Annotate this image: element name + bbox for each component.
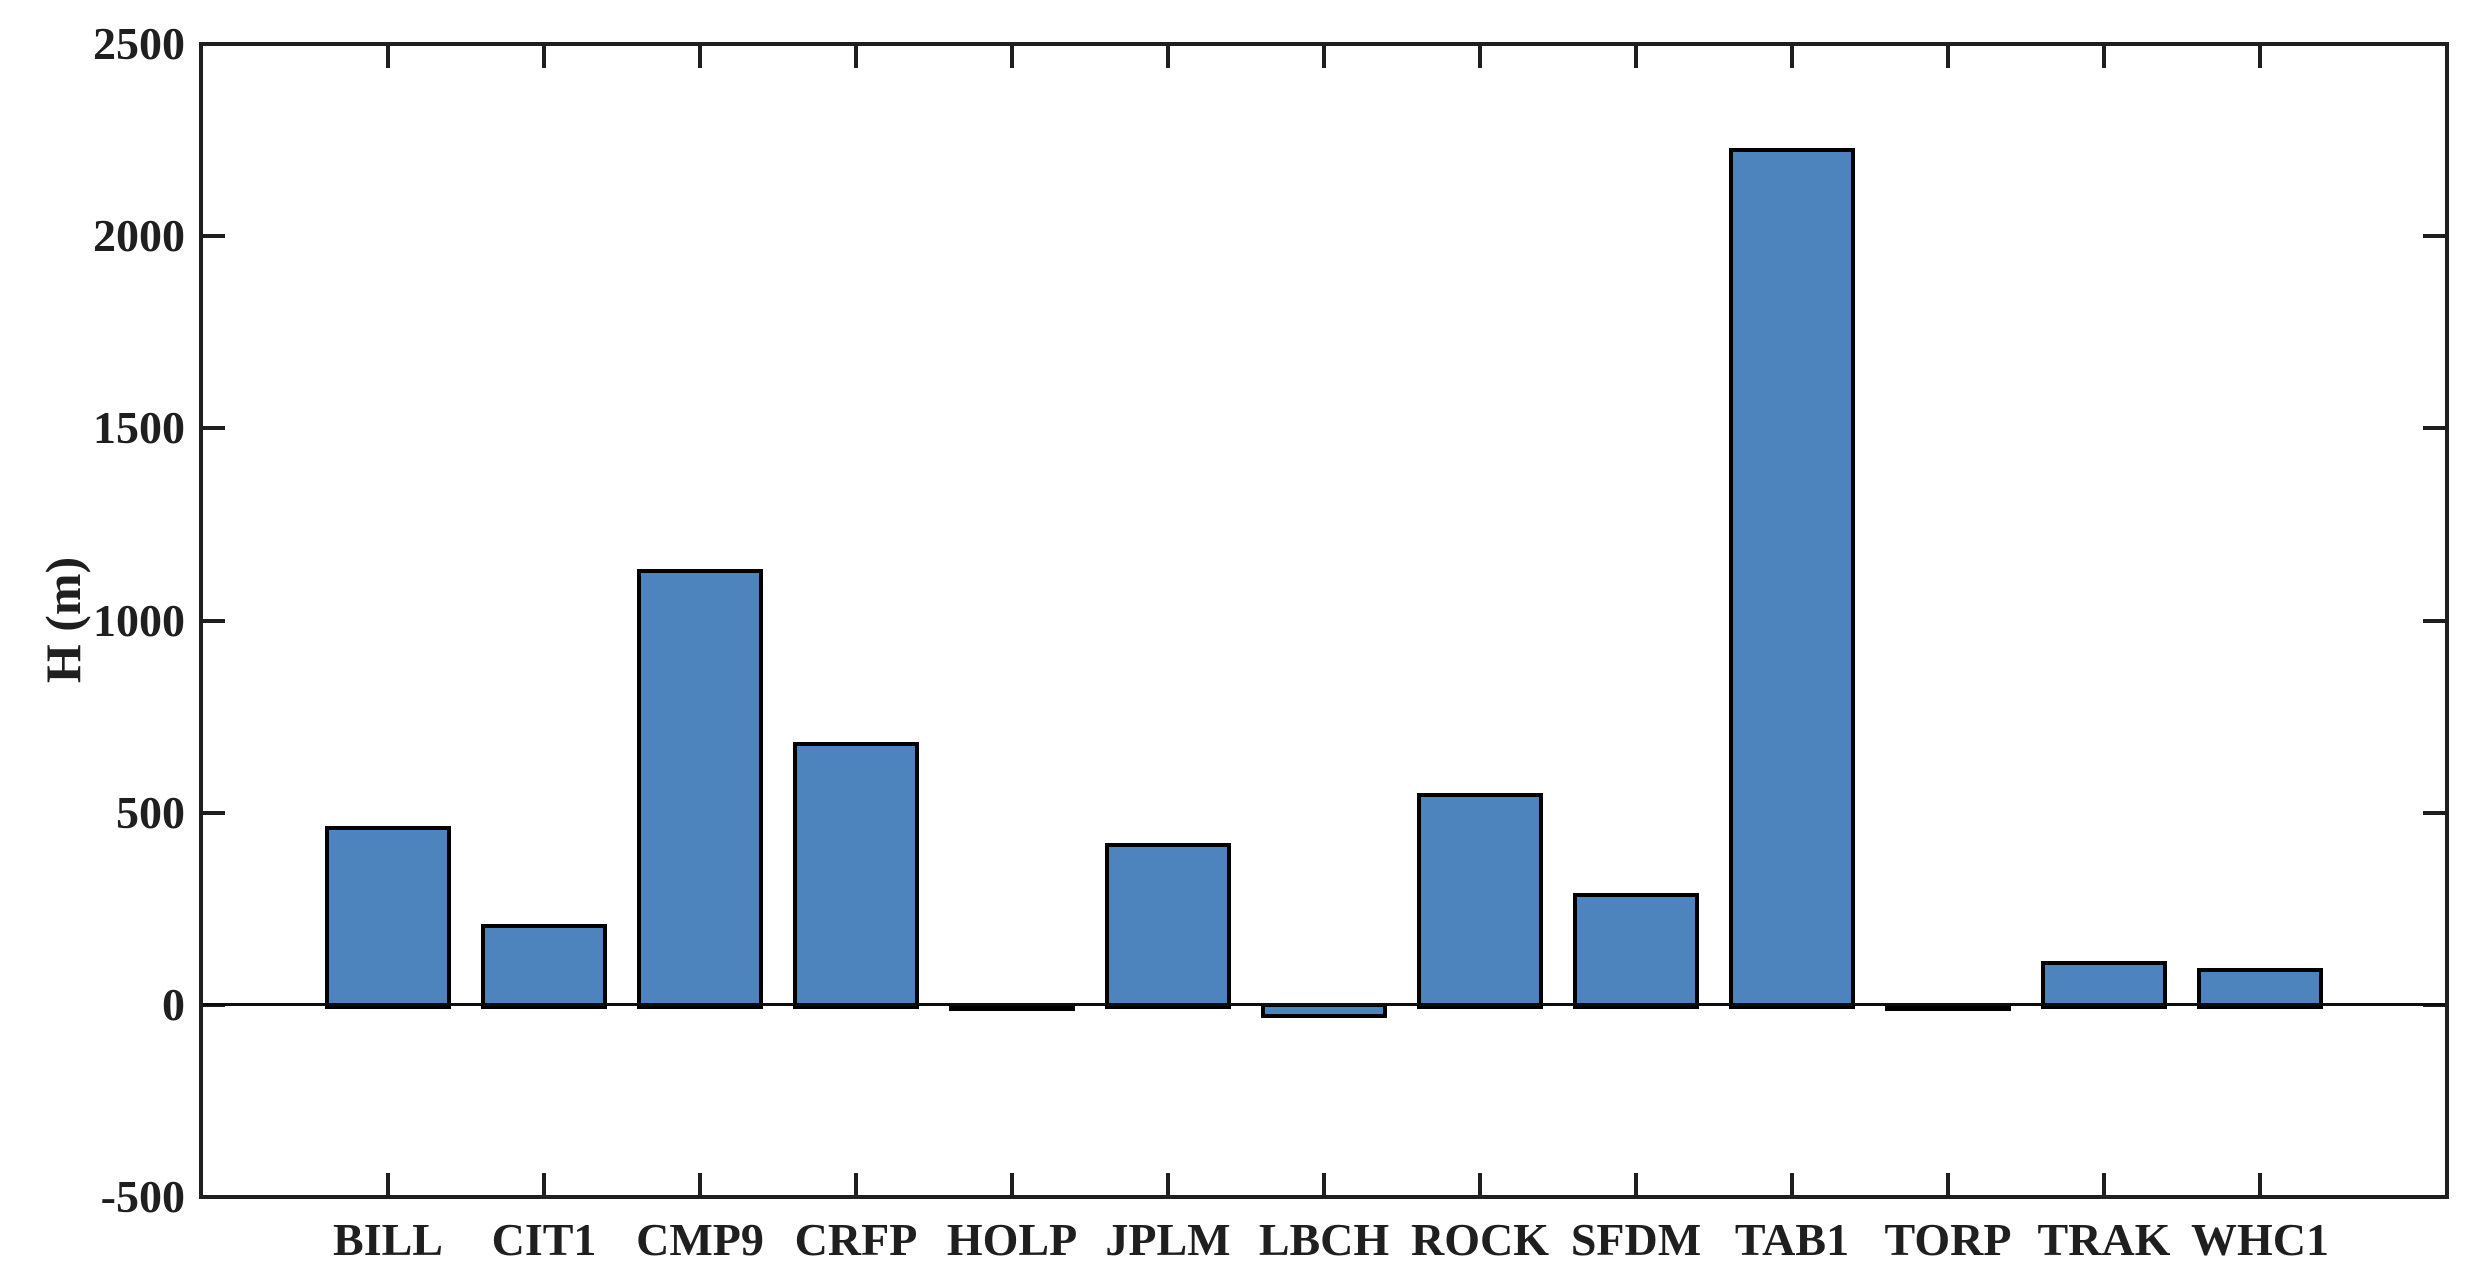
bar: [1417, 793, 1543, 1009]
y-axis-tick-right: [2423, 618, 2445, 623]
y-tick-label: 500: [116, 786, 185, 838]
y-axis-tick-left: [203, 1195, 225, 1199]
x-axis-tick-bottom: [698, 1173, 702, 1195]
x-tick-label: TAB1: [1734, 1214, 1850, 1265]
y-axis-tick-right: [2423, 810, 2445, 815]
x-axis-tick-bottom: [1946, 1173, 1950, 1195]
x-axis-tick-top: [1322, 46, 1326, 68]
y-axis-tick-right: [2423, 1195, 2445, 1199]
y-axis-tick-left: [203, 810, 225, 815]
x-tick-label: TORP: [1884, 1214, 2012, 1265]
x-axis-tick-bottom: [386, 1173, 390, 1195]
x-axis-tick-top: [386, 46, 390, 68]
x-tick-label: SFDM: [1570, 1214, 1702, 1265]
y-tick-label: 1500: [93, 402, 185, 454]
y-axis-tick-left: [203, 618, 225, 623]
x-axis-tick-bottom: [1790, 1173, 1794, 1195]
x-tick-label: ROCK: [1411, 1214, 1549, 1265]
bar: [1105, 843, 1231, 1009]
x-tick-label: JPLM: [1105, 1214, 1231, 1265]
bar: [2197, 968, 2323, 1009]
x-axis-tick-top: [1478, 46, 1482, 68]
x-axis-tick-bottom: [1478, 1173, 1482, 1195]
y-tick-label: 2500: [93, 18, 185, 69]
x-axis-tick-bottom: [1634, 1173, 1638, 1195]
zero-line: [203, 1003, 2445, 1007]
x-tick-label: CRFP: [794, 1214, 918, 1265]
x-axis-tick-bottom: [2258, 1173, 2262, 1195]
x-tick-label: WHC1: [2191, 1214, 2329, 1265]
y-axis-tick-left: [203, 426, 225, 431]
x-axis-tick-bottom: [2102, 1173, 2106, 1195]
y-axis-tick-left: [203, 234, 225, 239]
x-axis-tick-top: [1790, 46, 1794, 68]
y-tick-label: 1000: [93, 594, 185, 646]
x-axis-tick-top: [698, 46, 702, 68]
bar: [1573, 893, 1699, 1009]
x-axis-tick-top: [854, 46, 858, 68]
plot-area: [199, 42, 2449, 1199]
x-axis-tick-bottom: [1010, 1173, 1014, 1195]
x-tick-label: HOLP: [946, 1214, 1078, 1265]
bar: [793, 741, 919, 1009]
x-axis-tick-bottom: [854, 1173, 858, 1195]
x-axis-tick-top: [1634, 46, 1638, 68]
x-axis-tick-top: [1166, 46, 1170, 68]
x-axis-tick-top: [2258, 46, 2262, 68]
x-tick-label: BILL: [333, 1214, 443, 1265]
y-tick-label: -500: [100, 1171, 185, 1222]
y-axis-tick-right: [2423, 234, 2445, 239]
y-tick-label: 2000: [93, 210, 185, 262]
bar: [1729, 147, 1855, 1009]
bar: [481, 924, 607, 1009]
y-axis-tick-left: [203, 42, 225, 46]
x-axis-tick-bottom: [1322, 1173, 1326, 1195]
x-axis-tick-bottom: [1166, 1173, 1170, 1195]
x-tick-label: CIT1: [491, 1214, 597, 1265]
x-tick-label: TRAK: [2037, 1214, 2171, 1265]
bar: [325, 826, 451, 1009]
y-tick-label: 0: [162, 978, 185, 1030]
x-axis-tick-top: [1946, 46, 1950, 68]
y-axis-tick-right: [2423, 42, 2445, 46]
x-tick-label: CMP9: [636, 1214, 764, 1265]
x-axis-tick-bottom: [542, 1173, 546, 1195]
x-axis-tick-top: [542, 46, 546, 68]
bar: [637, 568, 763, 1009]
x-axis-tick-top: [1010, 46, 1014, 68]
y-axis-tick-right: [2423, 426, 2445, 431]
x-tick-label: LBCH: [1258, 1214, 1390, 1265]
x-axis-tick-top: [2102, 46, 2106, 68]
bar: [2041, 960, 2167, 1009]
